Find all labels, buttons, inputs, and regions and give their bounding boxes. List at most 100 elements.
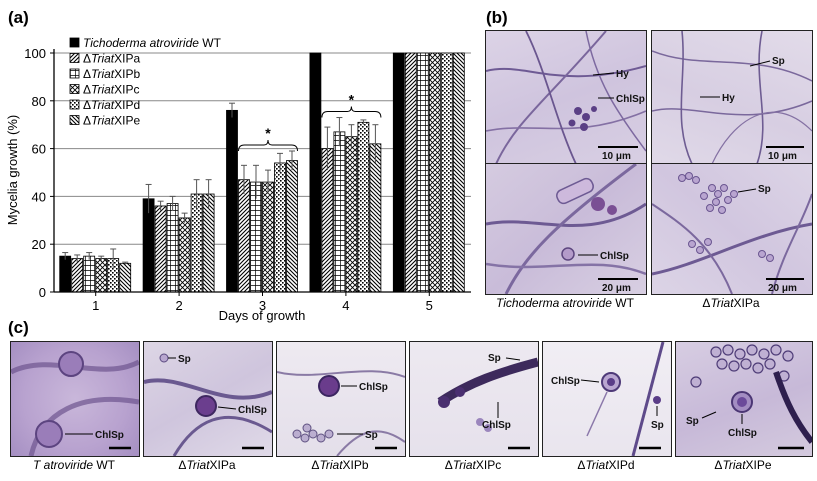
significance-star: *: [349, 92, 355, 108]
label-chlsp: ChlSp: [616, 94, 645, 105]
scale-bar-label: 10 μm: [602, 151, 631, 162]
legend-swatch: [69, 68, 80, 79]
panel-a-label: (a): [8, 8, 29, 27]
bar: [83, 255, 96, 293]
micrograph-c-xipe: Sp ChlSp: [675, 341, 813, 457]
panel-c-caption-6: ΔTriatXIPe: [714, 458, 772, 472]
significance-bracket: [321, 106, 382, 118]
bar: [333, 131, 346, 293]
y-axis-label: Mycelia growth (%): [5, 115, 20, 226]
label-chlsp: ChlSp: [600, 251, 629, 262]
bar: [154, 205, 167, 293]
y-tick-label: 20: [32, 237, 46, 252]
label-sp: Sp: [365, 430, 378, 441]
label-chlsp: ChlSp: [728, 428, 757, 439]
chart-annotations: **: [238, 92, 382, 152]
label-sp: Sp: [651, 420, 664, 431]
micrograph-c-xipb: ChlSp Sp: [276, 341, 406, 457]
x-tick-label: 4: [342, 298, 349, 313]
legend-swatch: [69, 37, 80, 48]
legend-label: ΔTriatXIPa: [83, 52, 140, 66]
x-tick-label: 2: [175, 298, 182, 313]
bar: [309, 52, 322, 293]
micrograph-c-xipc: Sp ChlSp: [409, 341, 539, 457]
panel-c-caption-3: ΔTriatXIPb: [311, 458, 369, 472]
micrograph-xipa-10um: Sp Hy 10 μm: [651, 30, 813, 165]
bar: [178, 217, 191, 293]
legend-swatch: [69, 99, 80, 110]
label-sp: Sp: [686, 416, 699, 427]
legend-label: ΔTriatXIPd: [83, 98, 140, 112]
x-tick-label: 1: [92, 298, 99, 313]
chart-error-bars: [62, 102, 379, 269]
panel-c-caption-2: ΔTriatXIPa: [178, 458, 236, 472]
label-chlsp: ChlSp: [95, 430, 124, 441]
bar: [226, 109, 238, 293]
label-chlsp: ChlSp: [551, 376, 580, 387]
bar: [392, 52, 405, 293]
chart-ticks: 0 20 40 60 80 100 1 2 3 4 5: [24, 46, 433, 313]
x-axis-label: Days of growth: [219, 308, 306, 323]
bar: [59, 255, 72, 293]
legend-swatch: [69, 115, 80, 125]
label-sp: Sp: [488, 353, 501, 364]
legend-label: ΔTriatXIPe: [83, 114, 140, 128]
label-chlsp: ChlSp: [238, 405, 267, 416]
legend-label: ΔTriatXIPb: [83, 67, 140, 81]
bar: [369, 143, 382, 293]
bar: [452, 52, 465, 293]
legend-swatch: [69, 53, 80, 63]
panel-b-caption-xipa: ΔTriatXIPa: [702, 296, 760, 310]
micrograph-wt-10um: Hy ChlSp 10 μm: [485, 30, 647, 165]
bar: [119, 262, 132, 293]
label-sp: Sp: [758, 184, 771, 195]
panel-c-label: (c): [8, 318, 29, 337]
micrograph-wt-20um: ChlSp 20 μm: [485, 163, 647, 295]
bar: [190, 193, 203, 293]
chart-legend: Tichoderma atroviride WTΔTriatXIPaΔTriat…: [69, 36, 222, 128]
micrograph-c-xipd: ChlSp Sp: [542, 341, 672, 457]
legend-swatch: [69, 84, 80, 94]
bar: [262, 181, 274, 293]
label-hy: Hy: [616, 69, 629, 80]
y-tick-label: 100: [24, 46, 46, 61]
scale-bar-label: 20 μm: [768, 283, 797, 294]
bar: [166, 203, 179, 293]
y-tick-label: 60: [32, 142, 46, 157]
y-tick-label: 0: [39, 285, 46, 300]
bar: [357, 121, 370, 293]
bar: [71, 258, 84, 293]
label-hy: Hy: [722, 93, 735, 104]
x-tick-label: 3: [259, 298, 266, 313]
significance-star: *: [265, 125, 271, 141]
legend-label: ΔTriatXIPc: [83, 83, 139, 97]
label-chlsp: ChlSp: [482, 420, 511, 431]
panel-c-caption-4: ΔTriatXIPc: [444, 458, 502, 472]
panel-c-caption-1: T atroviride WT: [32, 458, 116, 472]
y-tick-label: 80: [32, 94, 46, 109]
micrograph-c-wt: ChlSp: [10, 341, 140, 457]
panel-b-label: (b): [486, 8, 508, 27]
scale-bar-label: 20 μm: [602, 283, 631, 294]
x-tick-label: 5: [426, 298, 433, 313]
micrograph-c-xipa: Sp ChlSp: [143, 341, 273, 457]
bar: [238, 179, 250, 293]
bar: [404, 52, 417, 293]
bar: [286, 160, 298, 293]
y-tick-label: 40: [32, 189, 46, 204]
bar: [416, 52, 429, 293]
bar: [440, 52, 453, 293]
legend-label: Tichoderma atroviride WT: [83, 36, 222, 50]
bar: [202, 193, 215, 293]
bar: [345, 136, 358, 293]
label-sp: Sp: [772, 56, 785, 67]
label-sp: Sp: [178, 354, 191, 365]
bar: [428, 52, 441, 293]
micrograph-xipa-20um: Sp 20 μm: [651, 163, 813, 295]
significance-bracket: [238, 139, 298, 152]
scale-bar-label: 10 μm: [768, 151, 797, 162]
panel-c-caption-5: ΔTriatXIPd: [577, 458, 635, 472]
panel-b-caption-wt: Tichoderma atroviride WT: [496, 296, 634, 310]
label-chlsp: ChlSp: [359, 382, 388, 393]
